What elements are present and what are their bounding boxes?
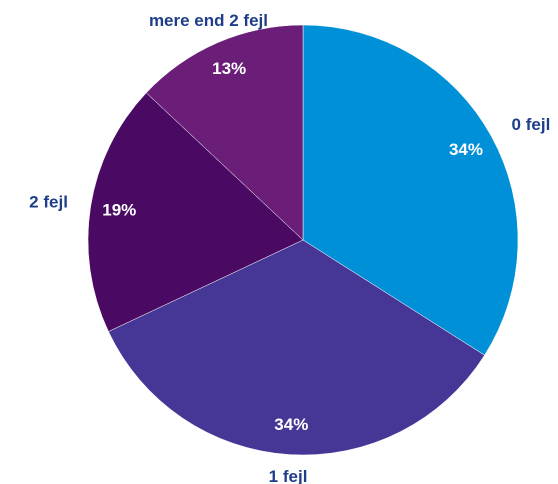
- pie-slice: [87, 92, 304, 332]
- value-label: 19%: [102, 200, 136, 219]
- pie-slice: [108, 239, 485, 456]
- category-label: 2 fejl: [29, 192, 68, 211]
- value-label: 13%: [212, 59, 246, 78]
- category-label: mere end 2 fejl: [149, 11, 268, 30]
- value-label: 34%: [274, 415, 308, 434]
- value-label: 34%: [449, 140, 483, 159]
- category-label: 1 fejl: [269, 467, 308, 484]
- category-label: 0 fejl: [512, 115, 551, 134]
- pie-slice: [302, 24, 519, 356]
- pie-slice: [145, 24, 304, 241]
